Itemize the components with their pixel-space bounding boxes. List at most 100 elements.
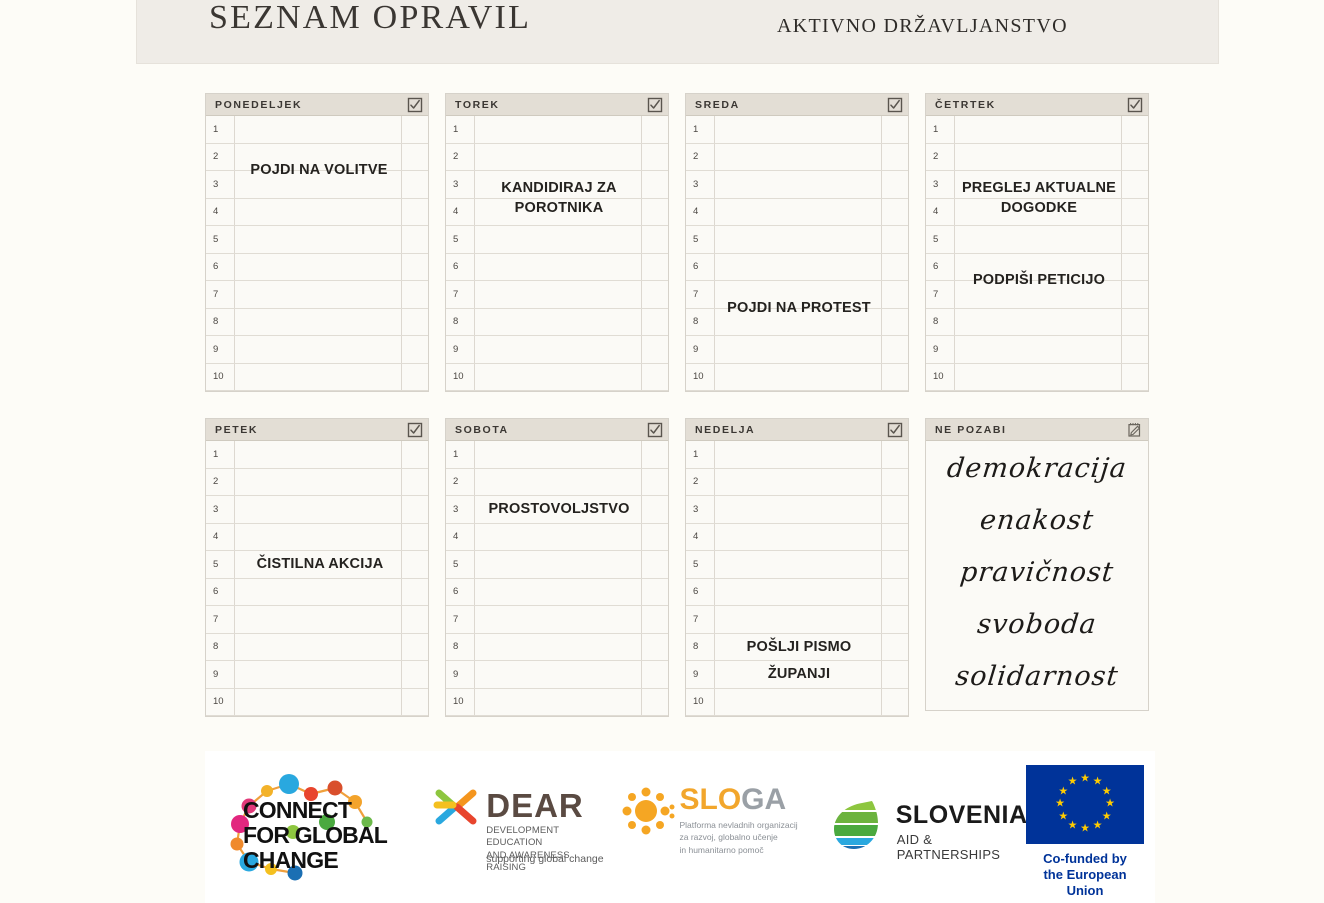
task-row[interactable]: 10 (446, 363, 668, 391)
task-row[interactable]: 8 (446, 308, 668, 336)
task-row-input[interactable] (235, 309, 401, 336)
task-row-input[interactable] (235, 551, 401, 578)
task-row-checkbox-cell[interactable] (1121, 308, 1148, 335)
task-row-checkbox-cell[interactable] (881, 441, 908, 468)
task-row-input[interactable] (715, 469, 881, 496)
task-row[interactable]: 4 (446, 198, 668, 226)
task-row[interactable]: 10 (206, 363, 428, 391)
task-row-input[interactable] (475, 469, 641, 496)
task-row[interactable]: 9 (206, 661, 428, 689)
task-row-input[interactable] (475, 336, 641, 363)
task-row[interactable]: 2 (686, 143, 908, 171)
task-row[interactable]: 8 (686, 633, 908, 661)
task-row[interactable]: 6 (206, 253, 428, 281)
task-row[interactable]: 7 (686, 606, 908, 634)
task-row-input[interactable] (475, 579, 641, 606)
task-row-input[interactable] (715, 689, 881, 716)
task-row-checkbox-cell[interactable] (641, 198, 668, 225)
task-row[interactable]: 9 (686, 661, 908, 689)
task-row-checkbox-cell[interactable] (401, 308, 428, 335)
task-row[interactable]: 3 (686, 496, 908, 524)
task-row-input[interactable] (475, 144, 641, 171)
task-row-input[interactable] (235, 199, 401, 226)
task-row[interactable]: 3 (926, 171, 1148, 199)
task-row[interactable]: 6 (446, 578, 668, 606)
task-row[interactable]: 1 (686, 441, 908, 469)
task-row-input[interactable] (475, 524, 641, 551)
task-row[interactable]: 1 (446, 116, 668, 144)
task-row[interactable]: 4 (926, 198, 1148, 226)
task-row-input[interactable] (715, 524, 881, 551)
task-row-input[interactable] (475, 226, 641, 253)
task-row[interactable]: 1 (206, 441, 428, 469)
task-row-input[interactable] (715, 309, 881, 336)
task-row-input[interactable] (715, 171, 881, 198)
task-row-input[interactable] (715, 496, 881, 523)
task-row[interactable]: 1 (206, 116, 428, 144)
task-row-input[interactable] (475, 281, 641, 308)
task-row[interactable]: 3 (206, 171, 428, 199)
task-row-checkbox-cell[interactable] (401, 226, 428, 253)
task-row-checkbox-cell[interactable] (1121, 336, 1148, 363)
task-row[interactable]: 2 (446, 143, 668, 171)
task-row-input[interactable] (235, 281, 401, 308)
task-row-checkbox-cell[interactable] (881, 661, 908, 688)
task-row-input[interactable] (715, 281, 881, 308)
task-row-input[interactable] (955, 281, 1121, 308)
task-row-input[interactable] (235, 634, 401, 661)
task-row-checkbox-cell[interactable] (641, 253, 668, 280)
task-row-checkbox-cell[interactable] (1121, 171, 1148, 198)
notepad-pencil-icon[interactable] (1127, 422, 1143, 438)
task-row-checkbox-cell[interactable] (401, 688, 428, 715)
task-row[interactable]: 6 (206, 578, 428, 606)
task-row-input[interactable] (955, 199, 1121, 226)
task-row[interactable]: 2 (446, 468, 668, 496)
task-row-input[interactable] (715, 116, 881, 143)
task-row-checkbox-cell[interactable] (401, 336, 428, 363)
task-row-checkbox-cell[interactable] (881, 281, 908, 308)
reminder-note[interactable]: pravičnost (958, 557, 1116, 588)
task-row-checkbox-cell[interactable] (881, 523, 908, 550)
task-row-checkbox-cell[interactable] (881, 226, 908, 253)
task-row-input[interactable] (955, 144, 1121, 171)
task-row-input[interactable] (715, 551, 881, 578)
task-row[interactable]: 7 (446, 606, 668, 634)
task-row-input[interactable] (475, 496, 641, 523)
task-row[interactable]: 5 (686, 551, 908, 579)
task-row-checkbox-cell[interactable] (641, 688, 668, 715)
task-row[interactable]: 5 (926, 226, 1148, 254)
task-row[interactable]: 4 (206, 523, 428, 551)
task-row[interactable]: 7 (926, 281, 1148, 309)
task-row[interactable]: 2 (926, 143, 1148, 171)
task-row[interactable]: 4 (446, 523, 668, 551)
task-row-input[interactable] (235, 254, 401, 281)
task-row[interactable]: 5 (446, 226, 668, 254)
task-row-input[interactable] (235, 144, 401, 171)
task-row[interactable]: 7 (686, 281, 908, 309)
task-row-checkbox-cell[interactable] (401, 363, 428, 390)
task-row-input[interactable] (235, 469, 401, 496)
task-row-checkbox-cell[interactable] (401, 661, 428, 688)
task-row-checkbox-cell[interactable] (641, 363, 668, 390)
checkbox-checked-icon[interactable] (887, 422, 903, 438)
task-row-checkbox-cell[interactable] (401, 578, 428, 605)
task-row-checkbox-cell[interactable] (641, 226, 668, 253)
task-row-input[interactable] (955, 336, 1121, 363)
task-row-input[interactable] (235, 171, 401, 198)
checkbox-checked-icon[interactable] (647, 422, 663, 438)
reminder-note[interactable]: enakost (978, 505, 1096, 536)
task-row-checkbox-cell[interactable] (881, 253, 908, 280)
task-row-input[interactable] (235, 606, 401, 633)
task-row[interactable]: 10 (686, 363, 908, 391)
task-row-checkbox-cell[interactable] (641, 633, 668, 660)
task-row-input[interactable] (235, 226, 401, 253)
task-row-checkbox-cell[interactable] (401, 171, 428, 198)
task-row-checkbox-cell[interactable] (401, 523, 428, 550)
reminder-note[interactable]: svoboda (975, 609, 1099, 640)
checkbox-checked-icon[interactable] (647, 97, 663, 113)
task-row-checkbox-cell[interactable] (641, 468, 668, 495)
task-row[interactable]: 3 (446, 171, 668, 199)
task-row[interactable]: 2 (206, 143, 428, 171)
task-row[interactable]: 3 (446, 496, 668, 524)
task-row[interactable]: 9 (446, 336, 668, 364)
